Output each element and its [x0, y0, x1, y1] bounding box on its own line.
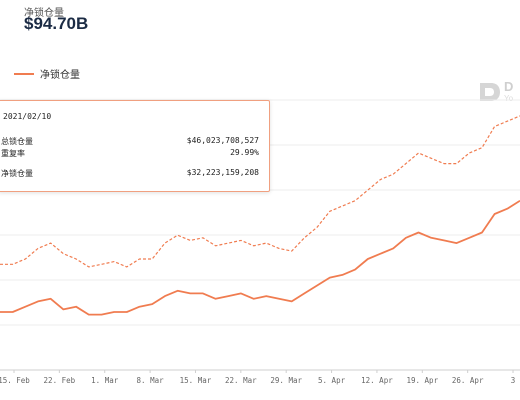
tooltip-row-value: 29.99%	[230, 148, 259, 157]
tooltip-row-label: 总锁仓量	[1, 137, 33, 146]
x-tick-label: 15. Mar	[180, 376, 212, 385]
tooltip-row-value: $32,223,159,208	[186, 168, 259, 177]
tooltip-row-label: 净锁仓量	[1, 169, 33, 178]
logo-icon	[480, 83, 500, 101]
metric-value: $94.70B	[24, 14, 89, 33]
watermark-text: D	[504, 79, 514, 94]
x-tick-label: 26. Apr	[452, 376, 484, 385]
chart-tooltip: 2021/02/10 总锁仓量 $46,023,708,527 重复率 29.9…	[0, 100, 270, 192]
tooltip-row: 重复率 29.99%	[1, 148, 259, 159]
x-tick-label: 29. Mar	[270, 376, 302, 385]
tooltip-row: 净锁仓量 $32,223,159,208	[1, 168, 259, 179]
x-tick-label: 8. Mar	[137, 376, 165, 385]
tooltip-row: 总锁仓量 $46,023,708,527	[1, 136, 259, 147]
watermark-subtext: Yo	[504, 94, 514, 103]
tooltip-date: 2021/02/10	[3, 112, 52, 121]
x-tick-label: 15. Feb	[0, 376, 30, 385]
series-line-0	[0, 115, 520, 268]
x-tick-label: 1. Mar	[91, 376, 119, 385]
metric-label: 净锁仓量	[24, 8, 64, 19]
series-line-1	[0, 199, 520, 316]
x-tick-label: 3	[511, 376, 516, 385]
tooltip-row-value: $46,023,708,527	[186, 136, 259, 145]
legend-swatch	[14, 72, 34, 75]
x-tick-label: 22. Feb	[44, 376, 76, 385]
x-tick-label: 19. Apr	[406, 376, 438, 385]
legend-label: 净锁仓量	[40, 70, 80, 81]
watermark-logo: D Yo	[478, 80, 513, 104]
x-tick-label: 22. Mar	[225, 376, 257, 385]
x-tick-label: 12. Apr	[361, 376, 393, 385]
x-tick-label: 5. Apr	[318, 376, 346, 385]
legend[interactable]: 净锁仓量	[14, 66, 80, 81]
tooltip-row-label: 重复率	[1, 149, 25, 158]
